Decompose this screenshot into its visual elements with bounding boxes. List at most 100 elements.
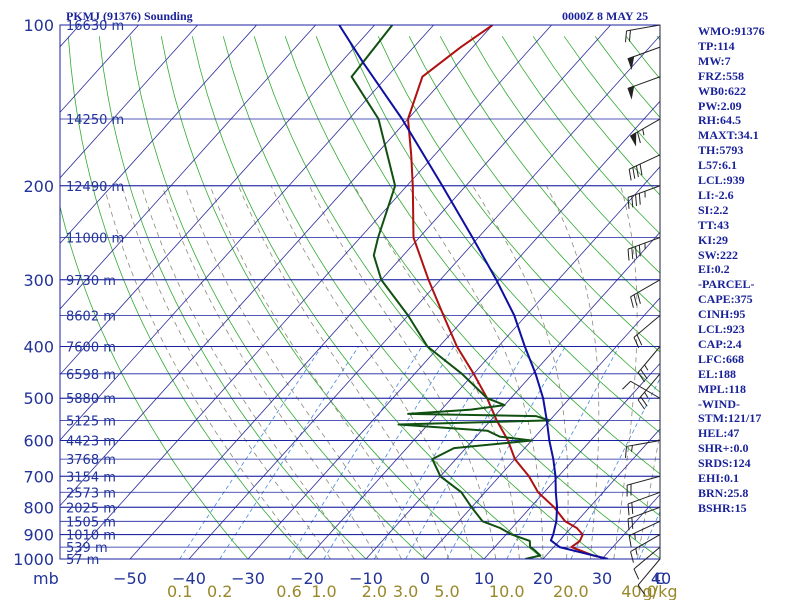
mixing-ratio-tick-label: 20.0	[553, 582, 589, 600]
dry-adiabat	[129, 36, 426, 559]
isotherm	[188, 35, 660, 559]
stat-line: STM:121/17	[698, 411, 762, 426]
wind-barb	[624, 24, 661, 43]
parcel-trace	[338, 25, 609, 559]
isotherm	[60, 25, 258, 245]
isotherm	[129, 25, 612, 559]
stat-line: KI:29	[698, 232, 728, 247]
stat-line: TT:43	[698, 217, 730, 232]
temperature-tick-label: 20	[533, 569, 553, 588]
height-level-label: 12490 m	[66, 180, 124, 195]
isotherm	[60, 25, 317, 310]
isotherm	[60, 25, 435, 441]
pressure-tick-label: 600	[23, 432, 54, 451]
isotherm	[70, 25, 553, 559]
wind-barb	[627, 46, 661, 70]
axis-labels: 0.1 0.2 0.6 1.0 2.0 3.0 5.0 10.0 20.0 40.0g/kg100…	[13, 16, 677, 600]
plot-area	[60, 25, 660, 559]
stat-line: MPL:118	[698, 381, 746, 396]
wind-barb	[637, 558, 661, 595]
stat-line: LCL:939	[698, 173, 745, 187]
wind-barb	[630, 279, 661, 308]
stat-line: LCL:923	[698, 322, 745, 336]
height-level-label: 11000 m	[66, 231, 124, 246]
stat-line: WMO:91376	[698, 24, 765, 38]
pressure-tick-label: 500	[23, 389, 54, 408]
dry-adiabat	[408, 36, 660, 353]
height-level-label: 5125 m	[66, 414, 116, 429]
pressure-tick-label: 800	[23, 498, 54, 517]
height-level-label: 5880 m	[66, 392, 116, 407]
wind-barb	[630, 534, 661, 563]
temperature-unit: C	[654, 569, 665, 588]
wind-barb	[626, 475, 661, 497]
sounding-traces	[338, 25, 609, 559]
height-level-label: 2025 m	[66, 501, 116, 516]
wind-barb	[629, 118, 661, 147]
height-level-label: 8602 m	[66, 310, 116, 325]
isotherm	[247, 100, 660, 559]
isotherm	[0, 13, 31, 570]
stat-line: MAXT:34.1	[698, 128, 759, 143]
temperature-tick-label: 30	[592, 569, 612, 588]
height-level-label: 6598 m	[66, 368, 116, 383]
pressure-tick-label: 1000	[13, 550, 54, 569]
height-level-label: 3154 m	[66, 470, 116, 485]
dry-adiabat	[60, 204, 249, 559]
stat-line: EHI:0.1	[698, 471, 740, 485]
stat-line: HEL:47	[698, 426, 740, 441]
stat-line: PW:2.09	[698, 98, 742, 113]
dry-adiabat	[470, 36, 660, 274]
pressure-tick-label: 100	[23, 16, 54, 35]
stat-line: LFC:668	[698, 351, 744, 366]
temperature-trace	[407, 25, 609, 559]
wind-barb	[627, 185, 661, 209]
pressure-tick-label: 200	[23, 177, 54, 196]
height-level-label: 7600 m	[66, 341, 116, 356]
height-level-label: 14250 m	[66, 113, 124, 128]
mixing-ratio-tick-label: 1.0	[311, 582, 336, 600]
stat-line: EL:188	[698, 366, 737, 381]
mixing-ratio-tick-label: 2.0	[362, 582, 387, 600]
wind-barb	[627, 506, 661, 531]
pressure-tick-label: 400	[23, 338, 54, 357]
mixing-ratio-tick-label: 40.0	[621, 582, 657, 600]
pressure-axis-label: mb	[33, 569, 59, 588]
temperature-tick-label: −10	[349, 569, 383, 588]
height-level-label: 539 m	[66, 541, 108, 556]
height-level-label: 3768 m	[66, 453, 116, 468]
wind-barbs	[622, 24, 661, 595]
isotherm	[60, 25, 494, 507]
stat-line: CAP:2.4	[698, 336, 742, 351]
height-level-label: 16630 m	[66, 19, 124, 34]
stat-line: SHR+:0.0	[698, 441, 749, 456]
temperature-tick-label: −30	[231, 569, 265, 588]
wind-barb	[633, 546, 661, 580]
mixing-ratio-tick-label: 0.6	[276, 582, 301, 600]
stat-line: MW:7	[698, 53, 731, 68]
moist-adiabat	[161, 185, 379, 559]
mixing-ratio-tick-label: 3.0	[393, 582, 418, 600]
isotherm	[60, 25, 140, 113]
dry-adiabat	[67, 36, 308, 559]
stat-line: CAPE:375	[698, 292, 753, 307]
isotherm	[542, 428, 660, 559]
stat-line: BSHR:15	[698, 500, 747, 515]
wind-barb	[622, 380, 661, 399]
station-title: PKMJ (91376) Sounding	[66, 9, 193, 23]
stat-line: FRZ:558	[698, 68, 744, 83]
temperature-tick-label: 10	[474, 569, 494, 588]
stat-line: TP:114	[698, 38, 735, 53]
dry-adiabat	[439, 36, 660, 313]
stat-line: -PARCEL-	[698, 277, 755, 292]
height-level-label: 1010 m	[66, 529, 116, 544]
temperature-tick-label: −20	[290, 569, 324, 588]
stat-line: -WIND-	[698, 396, 740, 411]
stat-line: CINH:95	[698, 307, 746, 322]
height-level-label: 2573 m	[66, 486, 116, 501]
height-level-label: 4423 m	[66, 435, 116, 450]
temperature-tick-label: 0	[420, 569, 430, 588]
stat-line: BRN:25.8	[698, 485, 749, 500]
dry-adiabat	[222, 36, 603, 559]
